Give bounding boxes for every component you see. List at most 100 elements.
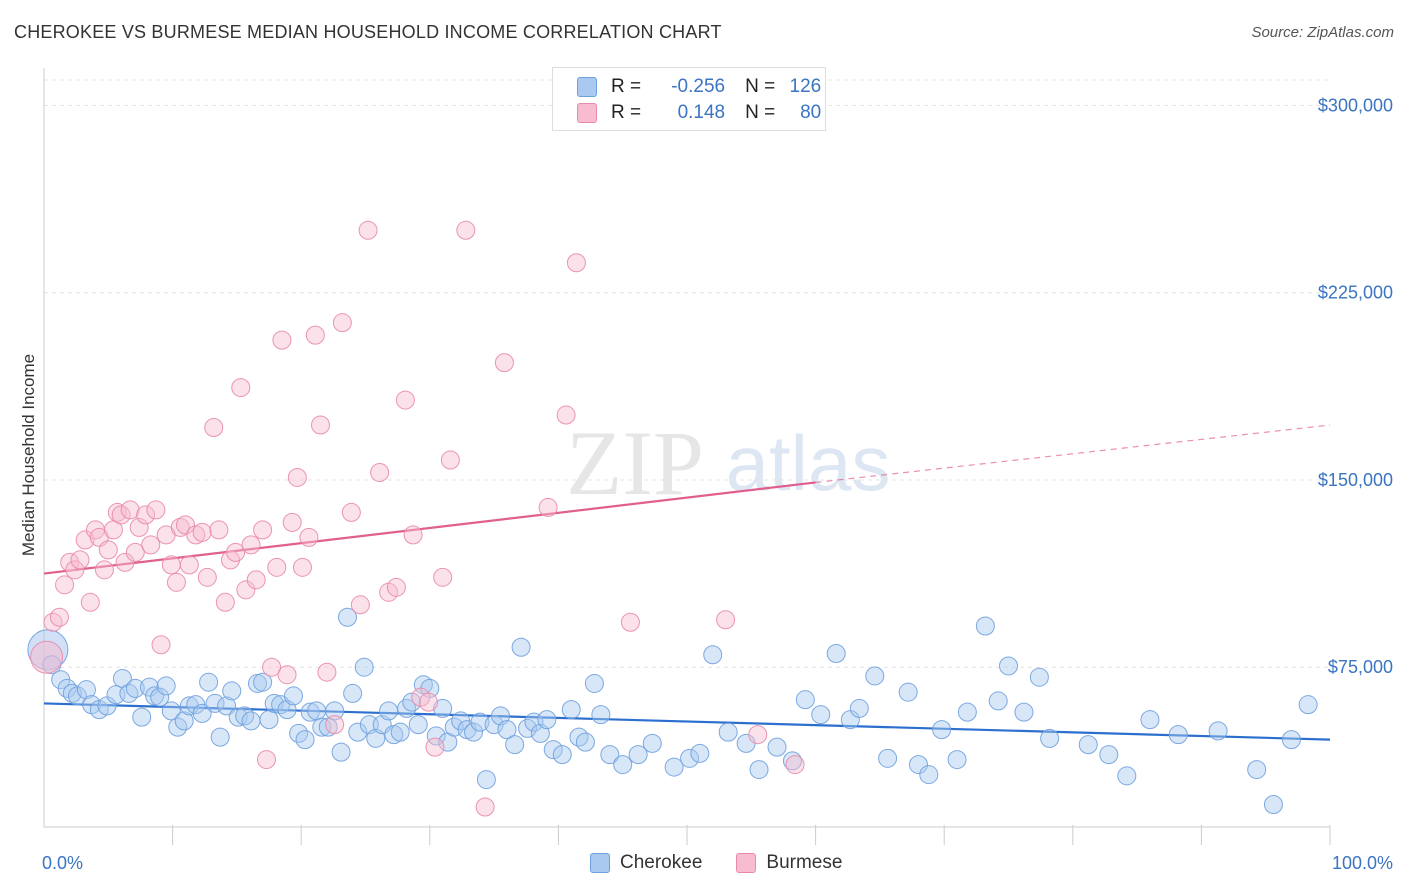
burmese-point	[419, 692, 439, 712]
cherokee-point	[348, 722, 368, 742]
cherokee-point	[408, 715, 428, 735]
burmese-point	[425, 737, 445, 757]
cherokee-point	[402, 692, 422, 712]
burmese-point	[161, 555, 181, 575]
cherokee-point	[1099, 745, 1119, 765]
legend-item-cherokee: Cherokee	[590, 852, 702, 874]
cherokee-point	[988, 691, 1008, 711]
burmese-point	[80, 592, 100, 612]
burmese-point	[620, 612, 640, 632]
burmese-point	[179, 555, 199, 575]
r-label: R =	[611, 102, 642, 123]
burmese-point	[115, 552, 135, 572]
burmese-point	[272, 330, 292, 350]
y-tick-label: $150,000	[1318, 470, 1393, 490]
cherokee-point	[210, 727, 230, 747]
burmese-point	[75, 530, 95, 550]
burmese-point	[538, 497, 558, 517]
burmese-point	[716, 610, 736, 630]
cherokee-point	[295, 730, 315, 750]
r-value: -0.256	[671, 76, 726, 97]
burmese-point	[125, 542, 145, 562]
cherokee-point	[283, 686, 303, 706]
cherokee-point	[217, 696, 237, 716]
cherokee-point	[947, 750, 967, 770]
burmese-point	[332, 313, 352, 333]
cherokee-point	[199, 672, 219, 692]
r-label: R =	[611, 76, 642, 97]
cherokee-point	[826, 643, 846, 663]
burmese-point	[317, 662, 337, 682]
tick-labels: $75,000 $150,000 $225,000 $300,000 0.0% 100.0…	[42, 95, 1393, 873]
burmese-point	[494, 353, 514, 373]
x-tick-label-start: 0.0%	[42, 853, 83, 873]
cherokee-point	[222, 681, 242, 701]
cherokee-point	[642, 733, 662, 753]
cherokee-point	[613, 755, 633, 775]
burmese-point	[292, 557, 312, 577]
cherokee-point	[1029, 667, 1049, 687]
n-label: N =	[745, 102, 776, 123]
cherokee-point	[62, 683, 82, 703]
watermark-zip: ZIP	[566, 412, 704, 514]
burmese-point	[262, 657, 282, 677]
cherokee-point	[150, 687, 170, 707]
grid-lines	[44, 79, 1330, 668]
cherokee-point	[205, 693, 225, 713]
burmese-point	[49, 607, 69, 627]
y-tick-label: $75,000	[1328, 657, 1393, 677]
burmese-point	[170, 517, 190, 537]
burmese-point	[146, 500, 166, 520]
cherokee-point	[718, 722, 738, 742]
cherokee-point	[156, 676, 176, 696]
cherokee-point	[57, 678, 77, 698]
burmese-point	[403, 525, 423, 545]
y-tick-label: $225,000	[1318, 283, 1393, 303]
burmese-point	[241, 535, 261, 555]
cherokee-point	[125, 678, 145, 698]
cherokee-point	[767, 737, 787, 757]
x-tick-label-end: 100.0%	[1332, 853, 1393, 873]
burmese-point	[43, 612, 63, 632]
burmese-point	[785, 755, 805, 775]
cherokee-point	[300, 702, 320, 722]
cherokee-point	[919, 765, 939, 785]
cherokee-point	[795, 690, 815, 710]
cherokee-point	[307, 701, 327, 721]
series-legend: Cherokee Burmese	[590, 852, 876, 874]
burmese-point	[111, 505, 131, 525]
cherokee-point	[1247, 760, 1267, 780]
cherokee-point	[908, 755, 928, 775]
burmese-point	[55, 575, 75, 595]
cherokee-point	[1168, 725, 1188, 745]
cherokee-point	[749, 760, 769, 780]
cherokee-point	[413, 675, 433, 695]
burmese-point	[299, 527, 319, 547]
burmese-point	[310, 415, 330, 435]
cherokee-point	[543, 740, 563, 760]
cherokee-point	[1140, 710, 1160, 730]
burmese-point	[305, 325, 325, 345]
burmese-point	[358, 220, 378, 240]
cherokee-point	[703, 645, 723, 665]
cherokee-point	[259, 710, 279, 730]
cherokee-point	[537, 710, 557, 730]
burmese-point	[94, 560, 114, 580]
cherokee-point	[569, 727, 589, 747]
cherokee-point	[397, 698, 417, 718]
cherokee-point	[1014, 702, 1034, 722]
cherokee-point	[1117, 766, 1137, 786]
burmese-point	[209, 520, 229, 540]
burmese-point	[204, 418, 224, 438]
burmese-point	[192, 522, 212, 542]
burmese-point	[267, 557, 287, 577]
cherokee-point	[999, 656, 1018, 676]
cherokee-point	[497, 720, 517, 740]
burmese-point	[748, 725, 768, 745]
axes	[43, 68, 1331, 845]
cherokee-point	[76, 680, 96, 700]
legend-swatch-burmese	[736, 853, 757, 873]
cherokee-point	[664, 757, 684, 777]
cherokee-point	[811, 705, 831, 725]
burmese-trend-line	[43, 481, 816, 575]
